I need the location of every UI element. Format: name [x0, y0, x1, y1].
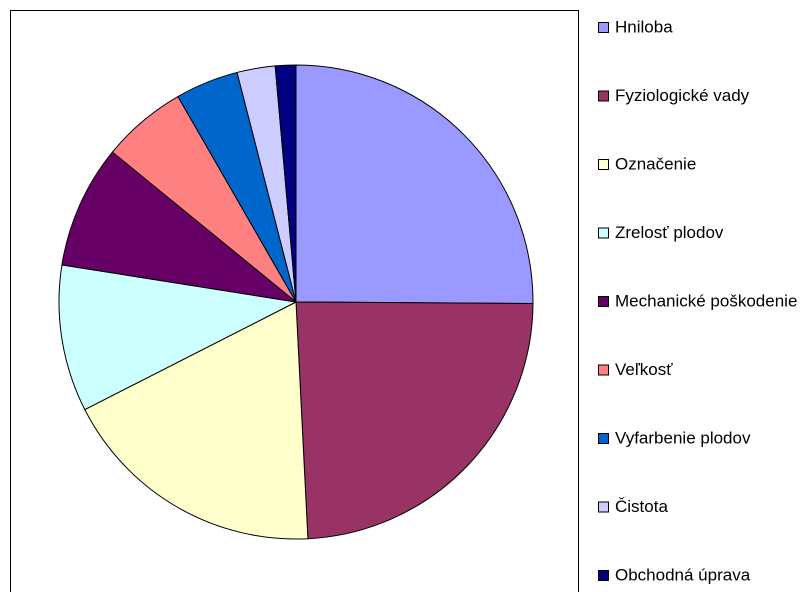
legend-swatch: [598, 22, 609, 33]
legend-swatch: [598, 501, 609, 513]
legend-swatch: [598, 159, 609, 170]
legend-label: Označenie: [615, 154, 696, 173]
legend-swatch: [598, 364, 609, 376]
legend-label: Zrelosť plodov: [615, 223, 724, 242]
legend-label: Veľkosť: [615, 360, 673, 379]
pie-slice: [295, 301, 534, 540]
pie-slice: [274, 64, 297, 303]
legend-label: Hniloba: [615, 17, 673, 36]
legend-swatch: [598, 433, 609, 444]
legend-swatch: [598, 90, 609, 102]
legend-swatch: [598, 570, 609, 581]
pie-slice: [84, 301, 309, 540]
legend-label: Fyziologické vady: [615, 86, 750, 105]
legend-swatch: [598, 227, 609, 239]
pie-slice: [295, 64, 534, 304]
legend-label: Obchodná úprava: [615, 565, 751, 584]
legend-label: Čistota: [615, 497, 668, 516]
pie-slice: [61, 151, 298, 303]
legend-swatch: [598, 296, 609, 307]
pie-slice: [58, 264, 298, 411]
legend-label: Vyfarbenie plodov: [615, 428, 751, 447]
legend-label: Mechanické poškodenie: [615, 291, 797, 310]
